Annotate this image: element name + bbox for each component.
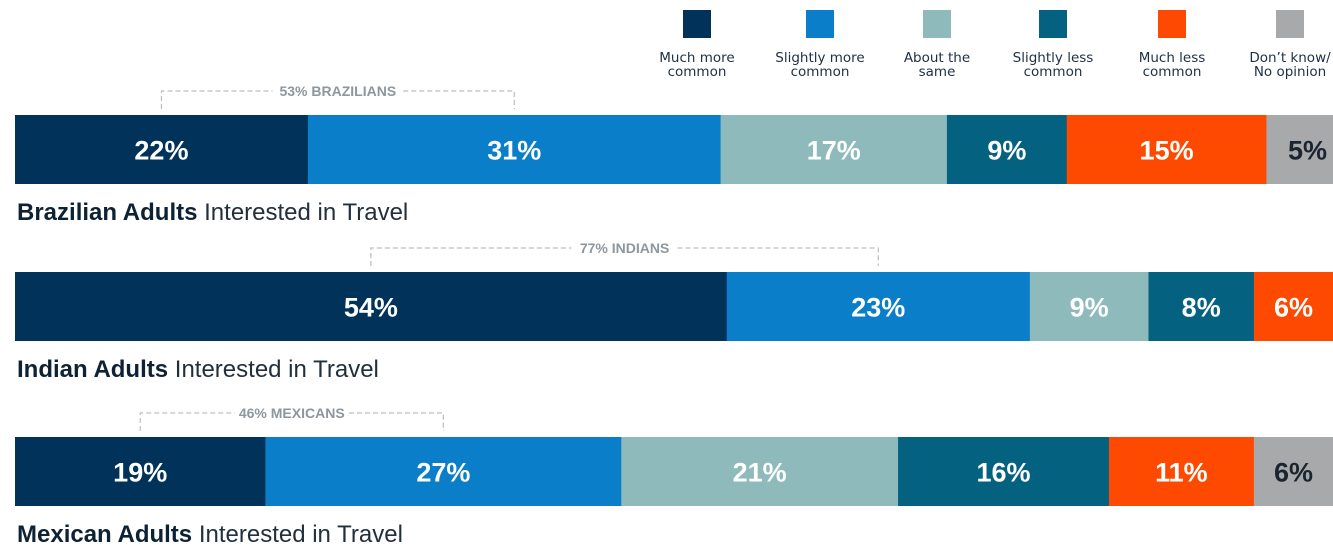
bar-segment xyxy=(265,437,622,506)
data-label: 11% xyxy=(1155,458,1208,488)
bar-segment xyxy=(307,115,722,184)
bar-caption: Indian Adults Interested in Travel xyxy=(17,356,379,383)
bar-segment xyxy=(946,115,1068,184)
bar-segment xyxy=(1108,437,1255,506)
bracket-line xyxy=(403,90,515,109)
data-label: 15% xyxy=(1140,136,1194,166)
data-label: 21% xyxy=(733,458,787,488)
legend-label: About the xyxy=(904,50,970,66)
data-label: 22% xyxy=(134,136,188,166)
data-label: 6% xyxy=(1274,293,1313,323)
bar-caption: Mexican Adults Interested in Travel xyxy=(17,521,403,545)
data-label: 9% xyxy=(1070,293,1109,323)
legend-swatch xyxy=(1158,10,1186,38)
data-label: 19% xyxy=(113,458,167,488)
legend-label: No opinion xyxy=(1254,64,1326,80)
bar-group: 54% 23% 9% 8% 6% 77% INDIANS Indian Adults Int… xyxy=(15,240,1333,383)
data-label: 54% xyxy=(344,293,398,323)
legend-swatch xyxy=(806,10,834,38)
bracket-line xyxy=(677,247,879,266)
bracket-line xyxy=(160,90,273,109)
bar-segment xyxy=(15,115,309,184)
caption-bold: Brazilian Adults xyxy=(17,199,197,226)
data-label: 6% xyxy=(1274,458,1313,488)
legend-label: Much more xyxy=(659,50,734,66)
data-label: 9% xyxy=(987,136,1026,166)
data-label: 23% xyxy=(851,293,905,323)
bar-group: 19% 27% 21% 16% 11% 6% 46% MEXICANS Mexican Adu… xyxy=(15,405,1333,545)
legend-swatch xyxy=(683,10,711,38)
bar-segment xyxy=(898,437,1110,506)
caption-rest: Interested in Travel xyxy=(197,199,408,226)
bracket-label: 77% INDIANS xyxy=(580,240,669,256)
legend-label: common xyxy=(1024,64,1083,80)
legend-label: common xyxy=(1143,64,1202,80)
bar-segment xyxy=(15,437,266,506)
legend-swatch xyxy=(1276,10,1304,38)
bracket-line xyxy=(348,412,444,431)
bracket-line xyxy=(139,412,235,431)
caption-rest: Interested in Travel xyxy=(168,356,379,383)
bar-groups: 22% 31% 17% 9% 15% 5% 53% BRAZILIANS Brazilian … xyxy=(15,83,1333,545)
legend-label: common xyxy=(791,64,850,80)
legend-label: Slightly less xyxy=(1013,50,1094,66)
bracket-line xyxy=(370,247,572,266)
data-label: 5% xyxy=(1288,136,1327,166)
legend-label: Don’t know/ xyxy=(1249,50,1331,66)
legend-label: Much less xyxy=(1139,50,1206,66)
bracket-label: 53% BRAZILIANS xyxy=(279,83,396,99)
data-label: 17% xyxy=(807,136,861,166)
legend-swatch xyxy=(1039,10,1067,38)
data-label: 31% xyxy=(487,136,541,166)
legend-label: same xyxy=(919,64,956,80)
legend-swatch xyxy=(923,10,951,38)
caption-rest: Interested in Travel xyxy=(192,521,403,545)
bar-segment xyxy=(1148,272,1255,341)
data-label: 8% xyxy=(1182,293,1221,323)
bar-group: 22% 31% 17% 9% 15% 5% 53% BRAZILIANS Brazilian … xyxy=(15,83,1333,226)
bracket-label: 46% MEXICANS xyxy=(239,405,345,421)
data-label: 27% xyxy=(416,458,470,488)
bar-segment xyxy=(1253,437,1333,506)
caption-bold: Indian Adults xyxy=(17,356,168,383)
caption-bold: Mexican Adults xyxy=(17,521,192,545)
bar-segment xyxy=(1066,115,1267,184)
data-label: 16% xyxy=(976,458,1030,488)
legend-label: common xyxy=(668,64,727,80)
bar-segment xyxy=(726,272,1031,341)
bar-segment xyxy=(15,272,728,341)
bar-segment xyxy=(1266,115,1333,184)
bar-caption: Brazilian Adults Interested in Travel xyxy=(17,199,408,226)
bar-segment xyxy=(720,115,948,184)
legend-label: Slightly more xyxy=(775,50,865,66)
bar-segment xyxy=(621,437,899,506)
bar-segment xyxy=(1029,272,1149,341)
bar-segment xyxy=(1253,272,1333,341)
